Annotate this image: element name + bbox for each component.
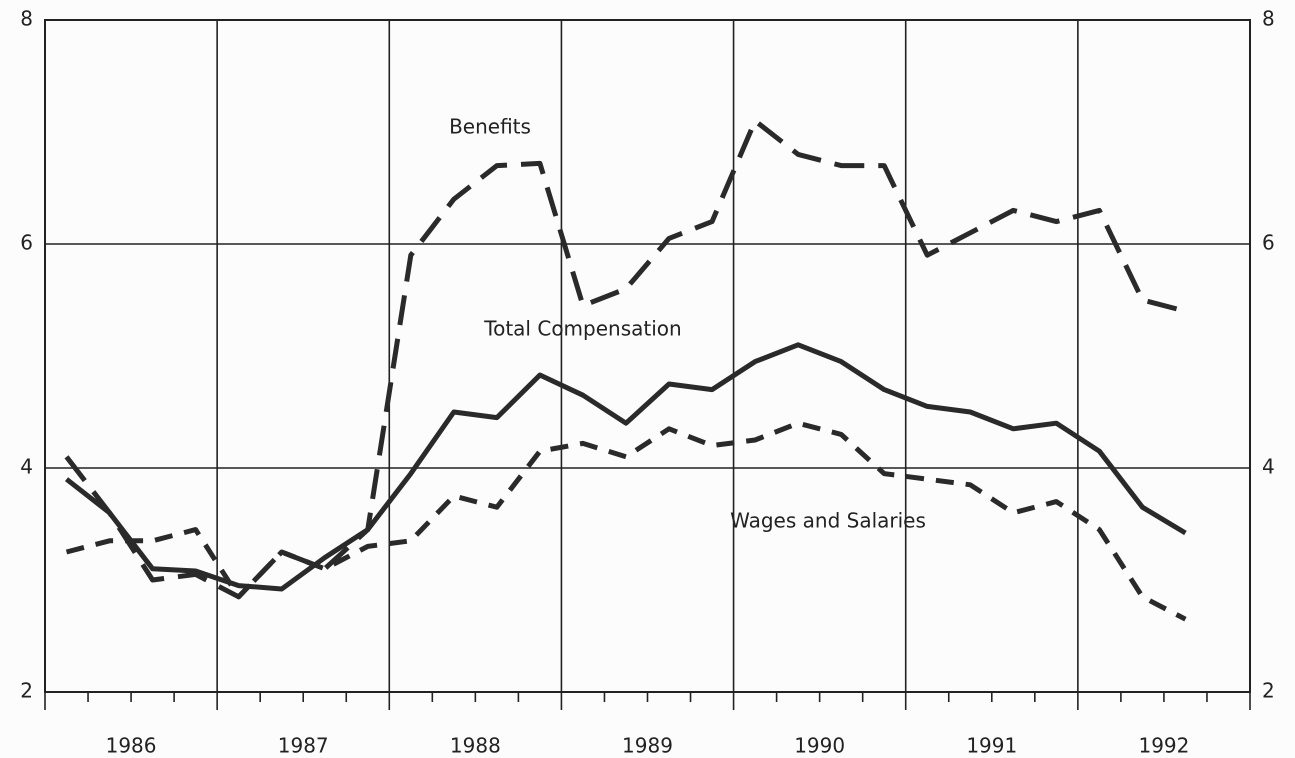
x-tick-label: 1986 — [106, 734, 157, 758]
y2-tick-label: 8 — [1262, 7, 1275, 31]
series-line — [65, 420, 1187, 622]
x-tick-label: 1987 — [278, 734, 329, 758]
y-tick-label: 8 — [20, 7, 33, 31]
y-tick-label: 4 — [20, 455, 33, 479]
series-line — [64, 342, 1187, 592]
x-tick-label: 1988 — [450, 734, 501, 758]
y2-tick-label: 6 — [1262, 231, 1275, 255]
x-tick-label: 1990 — [794, 734, 845, 758]
y-tick-label: 2 — [20, 679, 33, 703]
series-line — [64, 118, 1187, 600]
y2-tick-label: 2 — [1262, 679, 1275, 703]
series-label: Total Compensation — [483, 317, 681, 341]
y2-tick-label: 4 — [1262, 455, 1275, 479]
series-label: Wages and Salaries — [730, 509, 926, 533]
x-tick-label: 1991 — [966, 734, 1017, 758]
series-label: Benefits — [449, 115, 531, 139]
x-tick-label: 1992 — [1138, 734, 1189, 758]
y-tick-label: 6 — [20, 231, 33, 255]
x-tick-label: 1989 — [622, 734, 673, 758]
